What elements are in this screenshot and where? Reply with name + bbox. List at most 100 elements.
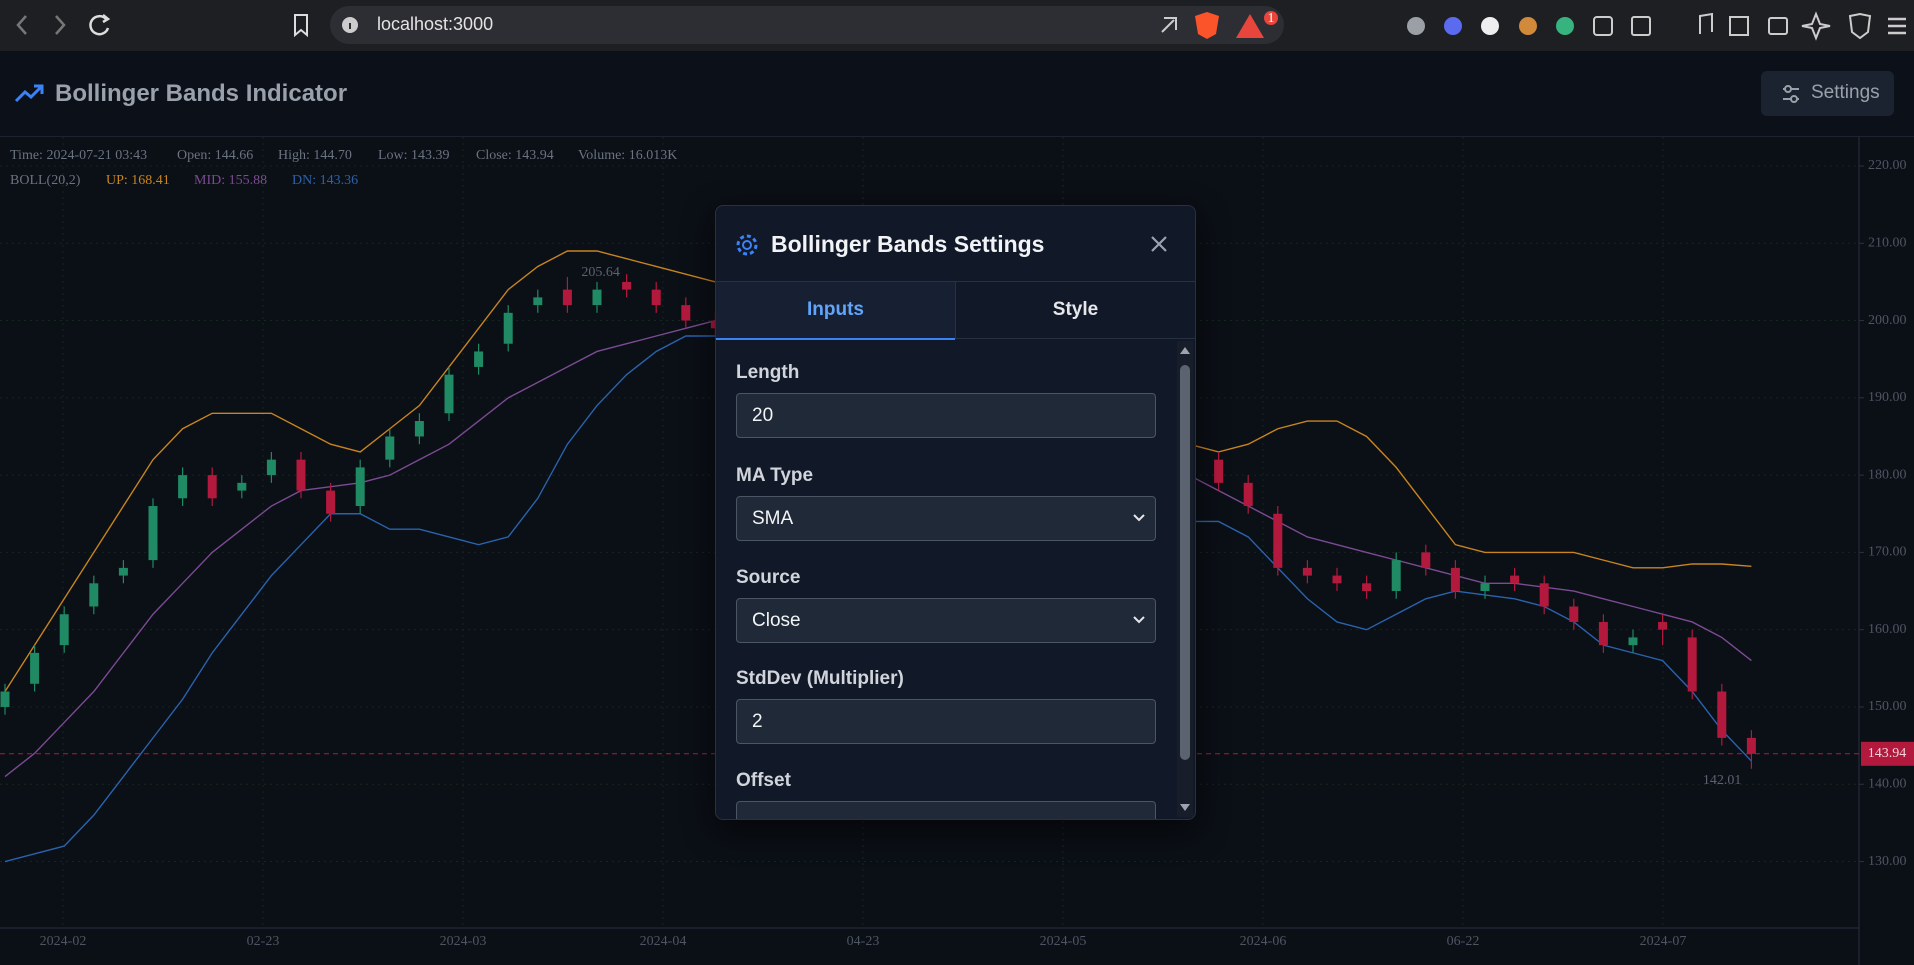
scrollbar[interactable] — [1177, 341, 1193, 817]
candle-body — [385, 436, 395, 460]
browser-toolbar: localhost:3000 1 — [0, 0, 1914, 51]
max-annotation: 205.64 — [581, 265, 620, 280]
candle-body — [1510, 575, 1520, 584]
extension-icons: 1 — [1161, 11, 1906, 41]
settings-label: Settings — [1811, 82, 1880, 103]
legend-high: High: 144.70 — [278, 148, 352, 163]
candle-body — [1421, 552, 1431, 568]
candle-body — [59, 614, 69, 646]
y-tick-label: 150.00 — [1868, 699, 1907, 714]
candle-body — [355, 467, 365, 507]
field-label: StdDev (Multiplier) — [736, 668, 904, 689]
candle-body — [562, 289, 572, 306]
candle-body — [89, 583, 99, 607]
last-price-label: 143.94 — [1868, 746, 1907, 761]
candle-body — [592, 289, 602, 306]
candle-body — [503, 312, 513, 344]
y-tick-label: 180.00 — [1868, 467, 1907, 482]
y-tick-label: 130.00 — [1868, 854, 1907, 869]
candle-body — [1302, 567, 1312, 576]
text-input[interactable] — [736, 801, 1156, 819]
tab-inputs[interactable]: Inputs — [716, 281, 955, 340]
x-tick-label: 04-23 — [847, 934, 880, 949]
candle-body — [1687, 637, 1697, 692]
settings-button[interactable]: Settings — [1761, 71, 1894, 116]
address-bar[interactable] — [330, 6, 1284, 44]
x-tick-label: 2024-06 — [1240, 934, 1287, 949]
min-annotation: 142.01 — [1703, 773, 1742, 788]
info-icon — [342, 17, 358, 33]
candle-body — [0, 691, 10, 707]
candle-body — [1362, 583, 1372, 592]
y-tick-label: 190.00 — [1868, 390, 1907, 405]
candle-body — [237, 482, 247, 491]
y-tick-label: 170.00 — [1868, 545, 1907, 560]
legend-volume: Volume: 16.013K — [578, 148, 677, 163]
legend-dn: DN: 143.36 — [292, 173, 358, 188]
chevron — [1133, 514, 1145, 522]
select[interactable]: SMA — [736, 496, 1156, 541]
field-label: MA Type — [736, 465, 814, 486]
x-tick-label: 2024-02 — [40, 934, 87, 949]
candle-body — [1391, 560, 1401, 592]
x-tick-label: 2024-05 — [1040, 934, 1087, 949]
trend-icon — [14, 84, 44, 103]
text-input[interactable]: 20 — [736, 393, 1156, 438]
legend-indicator: BOLL(20,2) — [10, 173, 81, 188]
candle-body — [1273, 513, 1283, 568]
text-input[interactable]: 2 — [736, 699, 1156, 744]
candle-body — [681, 305, 691, 321]
field-value: 2 — [752, 711, 763, 732]
legend-open: Open: 144.66 — [177, 148, 253, 163]
tab-style[interactable]: Style — [955, 281, 1195, 339]
candle-body — [207, 475, 217, 499]
candle-body — [1214, 459, 1224, 483]
candle-body — [1746, 737, 1756, 754]
field-label: Length — [736, 362, 800, 383]
y-tick-label: 220.00 — [1868, 158, 1907, 173]
chevron — [1133, 616, 1145, 624]
nav-icons — [16, 14, 308, 38]
legend-close: Close: 143.94 — [476, 148, 554, 163]
settings-dialog: Bollinger Bands Settings Inputs Style Le… — [715, 205, 1196, 820]
app-title: Bollinger Bands Indicator — [55, 80, 348, 107]
sliders-icon — [1783, 85, 1799, 103]
candle-body — [1539, 583, 1549, 607]
candle-body — [414, 421, 424, 437]
legend-mid: MID: 155.88 — [194, 173, 267, 188]
close-button[interactable] — [1148, 233, 1170, 255]
field-value: 20 — [752, 405, 774, 426]
candle-body — [1332, 575, 1342, 584]
candle-body — [444, 374, 454, 414]
candle-body — [296, 459, 306, 491]
legend-up: UP: 168.41 — [106, 173, 170, 188]
x-tick-label: 2024-04 — [640, 934, 687, 949]
x-tick-label: 2024-03 — [440, 934, 487, 949]
candle-body — [622, 281, 632, 290]
candle-body — [651, 289, 661, 306]
candle-body — [266, 459, 276, 476]
y-tick-label: 140.00 — [1868, 776, 1907, 791]
y-tick-label: 160.00 — [1868, 622, 1907, 637]
select[interactable]: Close — [736, 598, 1156, 643]
dialog-title: Bollinger Bands Settings — [771, 231, 1045, 257]
candle-body — [1569, 606, 1579, 622]
badge: 1 — [1268, 11, 1275, 26]
legend-time: Time: 2024-07-21 03:43 — [10, 148, 147, 163]
gear-icon — [736, 234, 758, 256]
candle-body — [1628, 637, 1638, 646]
candle-body — [533, 297, 543, 306]
candle-body — [1598, 621, 1608, 646]
field-value: SMA — [752, 508, 794, 529]
candle-body — [1658, 621, 1668, 630]
x-tick-label: 06-22 — [1447, 934, 1480, 949]
candle-body — [148, 506, 158, 561]
candle-body — [178, 475, 188, 499]
candle-body — [474, 351, 484, 367]
url: localhost:3000 — [377, 14, 494, 34]
candle-body — [118, 567, 128, 576]
app-header — [0, 51, 1914, 137]
candle-body — [326, 490, 336, 514]
y-tick-label: 200.00 — [1868, 313, 1907, 328]
